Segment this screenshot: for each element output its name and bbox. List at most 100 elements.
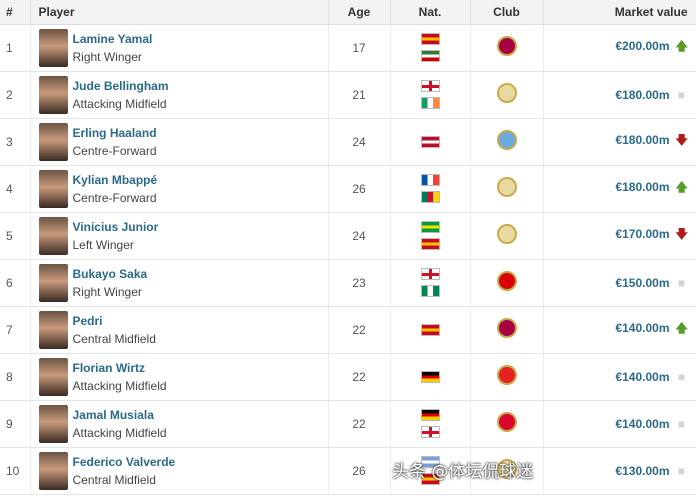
flag-icon [420, 456, 440, 468]
table-row: 1 Lamine Yamal Right Winger 17 €200.00m 🡅 [0, 24, 696, 72]
trend-up-icon: 🡅 [675, 321, 688, 335]
barcelona-crest-icon[interactable] [496, 36, 517, 56]
flag-icon [420, 473, 440, 485]
player-position: Attacking Midfield [72, 96, 167, 111]
player-name-link[interactable]: Jamal Musiala [72, 407, 154, 422]
player-photo[interactable] [38, 263, 68, 302]
market-value-link[interactable]: €140.00m [615, 321, 670, 335]
market-value-link[interactable]: €180.00m [615, 133, 670, 147]
player-position: Central Midfield [72, 331, 156, 346]
flag-icon [420, 268, 440, 280]
market-value-link[interactable]: €200.00m [615, 39, 670, 53]
player-name-link[interactable]: Lamine Yamal [72, 31, 153, 46]
player-name-link[interactable]: Erling Haaland [72, 125, 157, 140]
market-value-link[interactable]: €130.00m [615, 463, 670, 478]
flag-icon [420, 221, 440, 233]
flag-icon [420, 80, 440, 92]
rank: 4 [0, 165, 31, 213]
trend-same-icon: ■ [677, 416, 686, 431]
player-photo[interactable] [38, 122, 68, 161]
table-row: 4 Kylian Mbappé Centre-Forward 26 €180.0… [0, 165, 696, 213]
player-position: Centre-Forward [72, 143, 157, 158]
age: 17 [328, 24, 391, 72]
player-photo[interactable] [38, 169, 68, 208]
rank: 3 [0, 118, 31, 166]
market-value-link[interactable]: €170.00m [615, 227, 670, 241]
flag-icon [420, 285, 440, 297]
header-market-value[interactable]: Market value [543, 0, 696, 25]
player-photo[interactable] [38, 28, 68, 67]
rank: 6 [0, 259, 31, 307]
real-madrid-crest-icon[interactable] [496, 459, 517, 479]
flag-icon [420, 409, 440, 421]
header-club[interactable]: Club [470, 0, 544, 25]
arsenal-crest-icon[interactable] [496, 271, 517, 291]
age: 23 [328, 259, 391, 307]
player-name-link[interactable]: Bukayo Saka [72, 266, 148, 281]
leverkusen-crest-icon[interactable] [496, 365, 517, 385]
trend-same-icon: ■ [677, 463, 686, 478]
rank: 8 [0, 353, 31, 401]
market-value-link[interactable]: €180.00m [615, 180, 670, 194]
age: 22 [328, 353, 391, 401]
trend-same-icon: ■ [677, 275, 686, 290]
market-value-link[interactable]: €180.00m [615, 87, 670, 102]
player-photo[interactable] [38, 310, 68, 349]
player-name-link[interactable]: Kylian Mbappé [72, 172, 158, 187]
header-rank[interactable]: # [0, 0, 31, 25]
trend-down-icon: 🡇 [675, 227, 688, 241]
flag-icon [420, 50, 440, 62]
flag-icon [420, 370, 440, 383]
real-madrid-crest-icon[interactable] [496, 224, 517, 244]
flag-icon [420, 323, 440, 336]
header-age[interactable]: Age [328, 0, 391, 25]
age: 21 [328, 71, 391, 119]
table-row: 6 Bukayo Saka Right Winger 23 €150.00m ■ [0, 259, 696, 307]
age: 24 [328, 118, 391, 166]
player-name-link[interactable]: Vinicius Junior [72, 219, 159, 234]
player-name-link[interactable]: Florian Wirtz [72, 360, 146, 375]
player-photo[interactable] [38, 75, 68, 114]
player-position: Left Winger [72, 237, 134, 252]
player-photo[interactable] [38, 404, 68, 443]
flag-icon [420, 33, 440, 45]
manchester-city-crest-icon[interactable] [496, 130, 517, 150]
trend-same-icon: ■ [677, 369, 686, 384]
age: 22 [328, 400, 391, 448]
bayern-crest-icon[interactable] [496, 412, 517, 432]
trend-same-icon: ■ [677, 87, 686, 102]
table-row: 5 Vinicius Junior Left Winger 24 €170.00… [0, 212, 696, 260]
player-name-link[interactable]: Pedri [72, 313, 103, 328]
rank: 1 [0, 24, 31, 72]
real-madrid-crest-icon[interactable] [496, 177, 517, 197]
player-photo[interactable] [38, 451, 68, 490]
watermark: 头条 @体坛侃球迷 [392, 462, 534, 482]
market-value-link[interactable]: €140.00m [615, 369, 670, 384]
market-value-link[interactable]: €150.00m [615, 275, 670, 290]
header-player[interactable]: Player [30, 0, 329, 25]
player-name-link[interactable]: Jude Bellingham [72, 78, 169, 93]
market-value-link[interactable]: €140.00m [615, 416, 670, 431]
flag-icon [420, 426, 440, 438]
rank: 9 [0, 400, 31, 448]
table-header: # Player Age Nat. Club Market value [0, 0, 696, 25]
player-name-link[interactable]: Federico Valverde [72, 454, 176, 469]
table-row: 3 Erling Haaland Centre-Forward 24 €180.… [0, 118, 696, 166]
player-photo[interactable] [38, 216, 68, 255]
flag-icon [420, 174, 440, 186]
header-nationality[interactable]: Nat. [390, 0, 471, 25]
flag-icon [420, 191, 440, 203]
player-photo[interactable] [38, 357, 68, 396]
age: 26 [328, 165, 391, 213]
player-position: Attacking Midfield [72, 425, 167, 440]
age: 26 [328, 447, 391, 495]
player-position: Attacking Midfield [72, 378, 167, 393]
trend-down-icon: 🡇 [675, 133, 688, 147]
table-row: 8 Florian Wirtz Attacking Midfield 22 €1… [0, 353, 696, 401]
flag-icon [420, 135, 440, 148]
real-madrid-crest-icon[interactable] [496, 83, 517, 103]
barcelona-crest-icon[interactable] [496, 318, 517, 338]
trend-up-icon: 🡅 [675, 39, 688, 53]
player-position: Right Winger [72, 49, 142, 64]
